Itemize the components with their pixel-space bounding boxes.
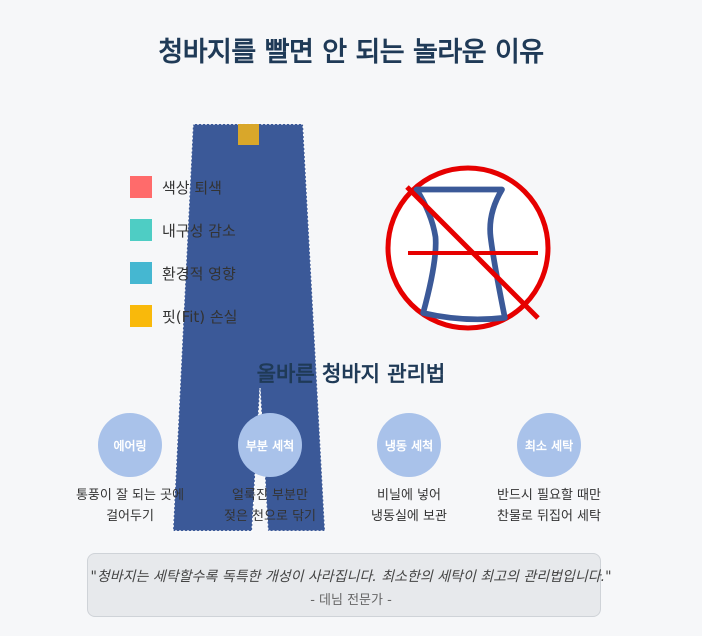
page-title: 청바지를 빨면 안 되는 놀라운 이유 <box>158 37 544 68</box>
tip-description: 반드시 필요할 때만 찬물로 뒤집어 세탁 <box>497 488 601 524</box>
tip-airing: 에어링 통풍이 잘 되는 곳에 걸어두기 <box>45 413 215 527</box>
quote-source: - 데님 전문가 - <box>310 593 392 608</box>
tip-freeze: 냉동 세척 비닐에 넣어 냉동실에 보관 <box>324 413 494 527</box>
legend-swatch <box>130 305 152 327</box>
care-guide-title: 올바른 청바지 관리법 <box>256 362 446 386</box>
tip-description: 얼룩진 부분만 젖은 천으로 닦기 <box>224 488 316 524</box>
tip-description: 통풍이 잘 되는 곳에 걸어두기 <box>75 488 185 524</box>
legend-item-color-fade: 색상 퇴색 <box>130 176 237 198</box>
legend: 색상 퇴색 내구성 감소 환경적 영향 핏(Fit) 손실 <box>130 176 237 348</box>
legend-swatch <box>130 219 152 241</box>
quote-text: "청바지는 세탁할수록 독특한 개성이 사라집니다. 최소한의 세탁이 최고의 … <box>90 569 612 585</box>
legend-label: 핏(Fit) 손실 <box>162 307 238 326</box>
legend-label: 환경적 영향 <box>162 264 236 283</box>
legend-swatch <box>130 176 152 198</box>
jeans-tag <box>238 124 259 145</box>
quote-box <box>87 553 601 617</box>
legend-swatch <box>130 262 152 284</box>
tip-circle: 부분 세척 <box>238 413 302 477</box>
legend-item-fit: 핏(Fit) 손실 <box>130 305 237 327</box>
tip-circle: 최소 세탁 <box>517 413 581 477</box>
tip-spot-clean: 부분 세척 얼룩진 부분만 젖은 천으로 닦기 <box>185 413 355 527</box>
legend-label: 내구성 감소 <box>162 221 236 240</box>
tip-circle: 에어링 <box>98 413 162 477</box>
tip-minimal-wash: 최소 세탁 반드시 필요할 때만 찬물로 뒤집어 세탁 <box>464 413 634 527</box>
tip-description: 비닐에 넣어 냉동실에 보관 <box>371 488 447 524</box>
tip-circle: 냉동 세척 <box>377 413 441 477</box>
legend-item-environment: 환경적 영향 <box>130 262 237 284</box>
no-wash-icon <box>385 165 551 331</box>
legend-label: 색상 퇴색 <box>162 178 222 197</box>
legend-item-durability: 내구성 감소 <box>130 219 237 241</box>
